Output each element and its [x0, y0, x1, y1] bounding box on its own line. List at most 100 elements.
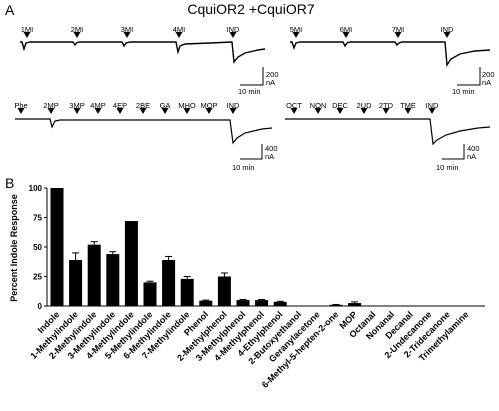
odor-marker-1mi: [23, 32, 31, 38]
bar-5-methylindole: [143, 282, 157, 306]
odor-marker-ind: [428, 108, 436, 114]
odor-marker-mop: [205, 108, 213, 114]
y-ticks: 0 25 50 75 100: [29, 184, 47, 311]
bar-chart: Percent Indole Response 0 25 50 75 100 Indol…: [9, 184, 485, 390]
trace-panel-1: 1MI 2MI 3MI 4MI IND 200 nA 10 min: [20, 25, 279, 96]
odor-marker-4mi: [175, 32, 183, 38]
bar-2-methylphenol: [217, 276, 231, 306]
odor-label-ind: IND: [227, 101, 241, 110]
y-tick-label: 0: [38, 302, 43, 311]
scale-current-3: 400: [265, 144, 278, 153]
bar-2-methylindole: [87, 244, 101, 306]
trace-panel-2: 5MI 6MI 7MI IND 200 nA 10 min: [290, 25, 495, 96]
odor-marker-2mi: [73, 32, 81, 38]
scale-bar-2: 200 nA 10 min: [452, 67, 495, 96]
odor-label-mop: MOP: [200, 101, 217, 110]
bar-1-methylindole: [69, 259, 83, 306]
bar-indole: [50, 188, 64, 306]
odor-marker-6mi: [342, 32, 350, 38]
odor-label-6mi: 6MI: [340, 25, 353, 34]
scale-unit-4: nA: [467, 152, 476, 161]
scale-time-2: 10 min: [452, 87, 475, 96]
bar-3-methylindole: [106, 254, 120, 306]
odor-label-ind: IND: [227, 25, 241, 34]
y-tick-label: 25: [33, 273, 42, 282]
odor-label-3mp: 3MP: [69, 101, 84, 110]
y-tick-label: 75: [33, 214, 42, 223]
scale-bar-1: 200 nA 10 min: [238, 67, 279, 96]
panel-b-label: B: [5, 175, 14, 191]
trace-panel-3: Phe 2MP 3MP 4MP 4EP 2BE GA MHO MOP IND 400 nA 10 …: [14, 101, 277, 172]
scale-unit-2: nA: [482, 78, 491, 87]
odor-label-4ep: 4EP: [113, 101, 127, 110]
bar-3-methylphenol: [236, 300, 250, 306]
scale-unit-1: nA: [266, 78, 275, 87]
scale-current-2: 200: [482, 70, 495, 79]
odor-label-dec: DEC: [332, 101, 348, 110]
odor-label-5mi: 5MI: [290, 25, 303, 34]
current-trace-3: [15, 118, 273, 145]
current-trace-1: [20, 41, 266, 64]
odor-marker-ind: [229, 108, 237, 114]
odor-label-3mi: 3MI: [121, 25, 134, 34]
odor-label-2td: 2TD: [379, 101, 394, 110]
odor-marker-non: [314, 108, 322, 114]
odor-label-ind: IND: [426, 101, 440, 110]
odor-marker-ga: [161, 108, 169, 114]
odor-label-2mp: 2MP: [43, 101, 58, 110]
odor-label-ga: GA: [160, 101, 171, 110]
odor-label-mho: MHO: [178, 101, 196, 110]
odor-label-2be: 2BE: [136, 101, 150, 110]
bar-4-ethylphenol: [273, 301, 287, 306]
current-trace-4: [285, 118, 491, 146]
bar-4-methylindole: [124, 221, 138, 306]
bar-4-methylphenol: [255, 300, 269, 306]
bar-6-methyl-5-hepten-2-one: [329, 304, 343, 306]
x-tick-labels: Indole1-Methylindole2-Methylindole3-Meth…: [28, 309, 470, 390]
odor-marker-2td: [382, 108, 390, 114]
trace-panel-4: OCT NON DEC 2UD 2TD TME IND 400 nA 10 min: [285, 101, 491, 172]
scale-unit-3: nA: [265, 152, 274, 161]
odor-marker-phe: [17, 108, 25, 114]
odor-marker-mho: [183, 108, 191, 114]
odor-marker-ind: [229, 32, 237, 38]
odor-label-7mi: 7MI: [392, 25, 405, 34]
y-axis-title: Percent Indole Response: [9, 194, 19, 302]
odor-label-phe: Phe: [14, 101, 27, 110]
odor-markers-4: OCT NON DEC 2UD 2TD TME IND: [286, 101, 439, 114]
odor-marker-5mi: [292, 32, 300, 38]
panel-a-label: A: [5, 2, 15, 18]
odor-marker-3mp: [73, 108, 81, 114]
odor-marker-7mi: [394, 32, 402, 38]
odor-marker-ind: [443, 32, 451, 38]
odor-marker-2be: [139, 108, 147, 114]
bar-phenol: [199, 300, 213, 306]
odor-marker-dec: [336, 108, 344, 114]
figure-title: CquiOR2 +CquiOR7: [187, 1, 314, 17]
bar-7-methylindole: [180, 278, 194, 306]
bar-6-methylindole: [162, 259, 176, 306]
odor-label-ind: IND: [441, 25, 455, 34]
odor-markers-3: Phe 2MP 3MP 4MP 4EP 2BE GA MHO MOP IND: [14, 101, 240, 114]
bars: [50, 188, 362, 306]
scale-time-4: 10 min: [436, 163, 459, 172]
bar-mop: [348, 303, 362, 306]
scale-bar-4: 400 nA 10 min: [436, 144, 480, 172]
odor-label-non: NON: [310, 101, 327, 110]
odor-marker-4mp: [94, 108, 102, 114]
y-tick-label: 50: [33, 243, 42, 252]
odor-marker-2ud: [360, 108, 368, 114]
scale-current-1: 200: [266, 70, 279, 79]
current-trace-2: [290, 41, 491, 68]
scale-current-4: 400: [467, 144, 480, 153]
scale-bar-3: 400 nA 10 min: [232, 144, 278, 172]
odor-marker-4ep: [116, 108, 124, 114]
odor-markers-2: 5MI 6MI 7MI IND: [290, 25, 454, 38]
odor-marker-3mi: [123, 32, 131, 38]
odor-label-4mp: 4MP: [90, 101, 105, 110]
odor-label-1mi: 1MI: [21, 25, 34, 34]
odor-marker-oct: [290, 108, 298, 114]
y-tick-label: 100: [29, 184, 43, 193]
odor-marker-tme: [404, 108, 412, 114]
